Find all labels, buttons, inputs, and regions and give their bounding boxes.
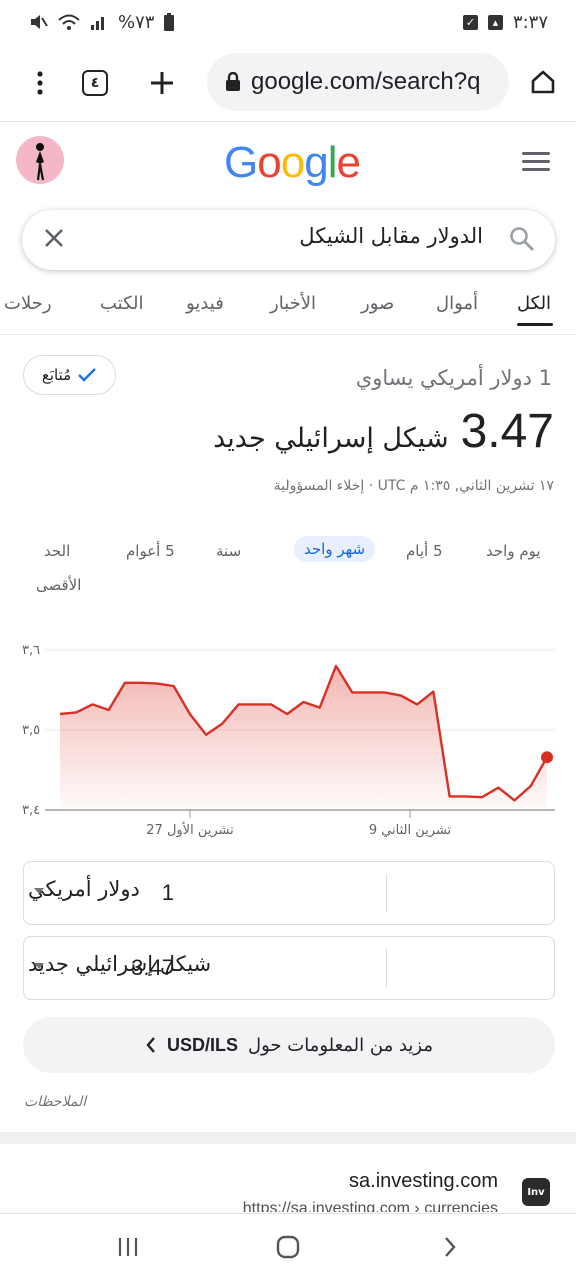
logo-letter-4: l: [327, 138, 338, 187]
x-tick-label: 9 تشرين الثاني: [369, 823, 452, 838]
menu-dots-icon[interactable]: [10, 53, 70, 113]
chart-line: [59, 664, 549, 802]
logo-letter-5: e: [336, 138, 361, 187]
more-info-pair: USD/ILS: [167, 1034, 239, 1055]
checkmark-icon: [78, 368, 96, 382]
y-tick-label: ٣,٥: [22, 723, 40, 738]
active-tab-indicator: [517, 323, 553, 326]
chart-area: [60, 666, 547, 810]
url-text: google.com/search?q: [251, 68, 481, 95]
clear-search-icon[interactable]: [42, 226, 66, 257]
search-input[interactable]: الدولار مقابل الشيكل: [299, 224, 483, 248]
from-amount-input[interactable]: 1: [161, 880, 174, 905]
dropdown-caret-icon: [34, 963, 44, 969]
range-max-line1[interactable]: الحد: [44, 542, 71, 560]
recent-apps-icon[interactable]: [108, 1232, 148, 1262]
battery-percent: %٧٣: [118, 11, 155, 33]
tab-count: ٤: [82, 70, 108, 96]
search-result[interactable]: Inv sa.investing.com https://sa.investin…: [0, 1146, 576, 1212]
google-logo[interactable]: Google: [224, 138, 361, 188]
converter-from[interactable]: 1 دولار أمريكي: [23, 861, 555, 925]
converter-divider: [386, 874, 387, 912]
time-range-selector: يوم واحد 5 أيام شهر واحد سنة 5 أعوام الح…: [0, 534, 576, 604]
wifi-icon: [58, 14, 80, 30]
section-divider: [0, 1132, 576, 1144]
mute-icon: [31, 15, 48, 29]
follow-button[interactable]: مُتابَع: [23, 355, 116, 395]
to-currency-select[interactable]: شيكل إسرائيلي جديد: [24, 937, 386, 999]
range-5y[interactable]: 5 أعوام: [126, 542, 175, 560]
logo-letter-3: g: [304, 138, 329, 187]
chart-last-point: [541, 751, 553, 764]
avatar[interactable]: [16, 136, 64, 184]
image-icon: ▴: [487, 14, 503, 30]
logo-letter-2: o: [280, 138, 306, 187]
home-nav-icon[interactable]: [268, 1232, 308, 1262]
google-header: Google: [0, 122, 576, 206]
range-1m[interactable]: شهر واحد: [294, 536, 376, 562]
checkbox-icon: ✓: [462, 14, 478, 30]
tabs-icon[interactable]: ٤: [65, 53, 125, 113]
from-currency-select[interactable]: دولار أمريكي: [24, 862, 386, 924]
tab-videos[interactable]: فيديو: [186, 293, 224, 314]
tab-finance[interactable]: أموال: [436, 293, 479, 314]
back-icon[interactable]: [430, 1232, 470, 1262]
rate-chart[interactable]: ٣,٦ ٣,٥ ٣,٤ 27 تشرين الأول 9 تشرين الثاني: [0, 630, 576, 850]
more-info-button[interactable]: مزيد من المعلومات حول USD/ILS: [23, 1017, 555, 1073]
status-left: %٧٣: [28, 11, 175, 33]
chevron-left-icon: [146, 1037, 155, 1053]
hamburger-menu-icon[interactable]: [522, 152, 550, 176]
exchange-rate: 3.47 شيكل إسرائيلي جديد: [213, 404, 554, 459]
converter-divider: [386, 949, 387, 987]
rate-currency: شيكل إسرائيلي جديد: [213, 423, 449, 454]
to-currency-label: شيكل إسرائيلي جديد: [28, 952, 212, 976]
signal-icon: [91, 17, 104, 30]
feedback-link[interactable]: الملاحظات: [24, 1094, 87, 1110]
rate-value: 3.47: [460, 405, 554, 458]
search-tabs: الكل أموال صور الأخبار فيديو الكتب رحلات: [0, 283, 576, 335]
tab-news[interactable]: الأخبار: [270, 293, 317, 314]
lock-icon: [226, 72, 240, 91]
y-tick-label: ٣,٦: [22, 643, 40, 658]
range-1y[interactable]: سنة: [216, 542, 242, 560]
home-icon[interactable]: [518, 53, 568, 111]
more-info-text: مزيد من المعلومات حول: [248, 1034, 433, 1056]
tab-flights[interactable]: رحلات: [4, 293, 52, 314]
to-amount-input[interactable]: 3.47: [131, 955, 174, 980]
plus-icon[interactable]: [132, 53, 192, 113]
range-5d[interactable]: 5 أيام: [406, 542, 443, 560]
battery-icon: [164, 13, 175, 31]
system-nav-bar: [0, 1213, 576, 1280]
x-tick-label: 27 تشرين الأول: [146, 821, 234, 838]
search-box[interactable]: الدولار مقابل الشيكل: [22, 210, 555, 270]
search-icon[interactable]: [509, 226, 535, 256]
equals-text: 1 دولار أمريكي يساوي: [355, 366, 552, 390]
converter-to[interactable]: 3.47 شيكل إسرائيلي جديد: [23, 936, 555, 1000]
site-favicon: Inv: [522, 1178, 550, 1206]
y-tick-label: ٣,٤: [22, 803, 40, 818]
tab-all[interactable]: الكل: [517, 293, 552, 314]
logo-letter-0: G: [224, 138, 258, 187]
clock: ٣:٣٧: [512, 11, 548, 33]
dropdown-caret-icon: [34, 888, 44, 894]
browser-toolbar: ٤ google.com/search?q: [0, 44, 576, 122]
url-field[interactable]: google.com/search?q: [207, 53, 509, 111]
follow-label: مُتابَع: [41, 366, 72, 384]
status-right: ✓ ▴ ٣:٣٧: [462, 11, 548, 33]
rate-timestamp[interactable]: ١٧ تشرين الثاني, ١:٣٥ م UTC · إخلاء المس…: [273, 478, 554, 494]
chart-labels: ٣,٦ ٣,٥ ٣,٤ 27 تشرين الأول 9 تشرين الثاني: [22, 643, 452, 838]
tab-images[interactable]: صور: [361, 293, 395, 314]
range-max-line2[interactable]: الأقصى: [36, 576, 82, 594]
range-1d[interactable]: يوم واحد: [486, 542, 541, 560]
result-breadcrumb[interactable]: https://sa.investing.com › currencies: [242, 1200, 498, 1212]
status-bar: %٧٣ ✓ ▴ ٣:٣٧: [0, 0, 576, 44]
tab-books[interactable]: الكتب: [100, 293, 144, 314]
result-site-name[interactable]: sa.investing.com: [349, 1170, 498, 1192]
logo-letter-1: o: [257, 138, 282, 187]
from-currency-label: دولار أمريكي: [28, 877, 140, 901]
